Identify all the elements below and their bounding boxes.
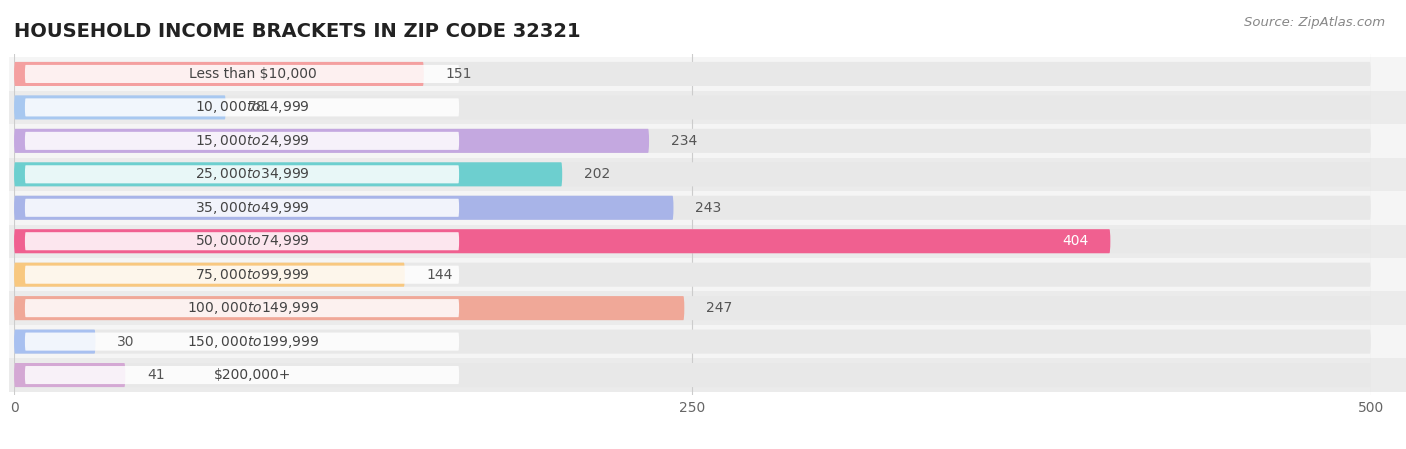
- Text: 202: 202: [583, 167, 610, 181]
- Text: $200,000+: $200,000+: [214, 368, 291, 382]
- FancyBboxPatch shape: [14, 162, 562, 186]
- FancyBboxPatch shape: [25, 199, 460, 217]
- FancyBboxPatch shape: [14, 95, 226, 119]
- FancyBboxPatch shape: [14, 129, 650, 153]
- Text: $10,000 to $14,999: $10,000 to $14,999: [195, 99, 311, 115]
- Text: 404: 404: [1063, 234, 1088, 248]
- Text: $35,000 to $49,999: $35,000 to $49,999: [195, 200, 311, 216]
- FancyBboxPatch shape: [14, 330, 1371, 354]
- Text: $15,000 to $24,999: $15,000 to $24,999: [195, 133, 311, 149]
- Text: 144: 144: [426, 268, 453, 282]
- Text: 243: 243: [695, 201, 721, 215]
- FancyBboxPatch shape: [25, 299, 460, 317]
- Text: 234: 234: [671, 134, 697, 148]
- FancyBboxPatch shape: [14, 363, 125, 387]
- FancyBboxPatch shape: [8, 57, 1406, 91]
- FancyBboxPatch shape: [14, 296, 685, 320]
- FancyBboxPatch shape: [8, 291, 1406, 325]
- FancyBboxPatch shape: [14, 263, 405, 287]
- FancyBboxPatch shape: [8, 358, 1406, 392]
- FancyBboxPatch shape: [14, 296, 1371, 320]
- FancyBboxPatch shape: [8, 91, 1406, 124]
- FancyBboxPatch shape: [14, 62, 1371, 86]
- Text: $100,000 to $149,999: $100,000 to $149,999: [187, 300, 319, 316]
- Text: HOUSEHOLD INCOME BRACKETS IN ZIP CODE 32321: HOUSEHOLD INCOME BRACKETS IN ZIP CODE 32…: [14, 22, 581, 41]
- FancyBboxPatch shape: [14, 196, 673, 220]
- FancyBboxPatch shape: [14, 330, 96, 354]
- FancyBboxPatch shape: [8, 124, 1406, 158]
- FancyBboxPatch shape: [14, 363, 1371, 387]
- Text: 151: 151: [446, 67, 472, 81]
- Text: 30: 30: [117, 335, 135, 348]
- FancyBboxPatch shape: [25, 132, 460, 150]
- FancyBboxPatch shape: [14, 62, 423, 86]
- FancyBboxPatch shape: [8, 191, 1406, 224]
- FancyBboxPatch shape: [14, 196, 1371, 220]
- FancyBboxPatch shape: [8, 224, 1406, 258]
- FancyBboxPatch shape: [25, 366, 460, 384]
- FancyBboxPatch shape: [8, 258, 1406, 291]
- FancyBboxPatch shape: [14, 162, 1371, 186]
- Text: $50,000 to $74,999: $50,000 to $74,999: [195, 233, 311, 249]
- FancyBboxPatch shape: [14, 229, 1371, 253]
- FancyBboxPatch shape: [25, 165, 460, 183]
- FancyBboxPatch shape: [25, 65, 460, 83]
- Text: Less than $10,000: Less than $10,000: [188, 67, 316, 81]
- FancyBboxPatch shape: [8, 158, 1406, 191]
- FancyBboxPatch shape: [25, 232, 460, 250]
- Text: $150,000 to $199,999: $150,000 to $199,999: [187, 334, 319, 350]
- Text: $25,000 to $34,999: $25,000 to $34,999: [195, 166, 311, 182]
- Text: $75,000 to $99,999: $75,000 to $99,999: [195, 267, 311, 283]
- FancyBboxPatch shape: [8, 325, 1406, 358]
- FancyBboxPatch shape: [14, 263, 1371, 287]
- FancyBboxPatch shape: [14, 95, 1371, 119]
- FancyBboxPatch shape: [25, 98, 460, 116]
- FancyBboxPatch shape: [14, 229, 1111, 253]
- FancyBboxPatch shape: [25, 333, 460, 351]
- FancyBboxPatch shape: [25, 266, 460, 284]
- Text: 247: 247: [706, 301, 733, 315]
- Text: 78: 78: [247, 101, 266, 114]
- Text: 41: 41: [148, 368, 165, 382]
- FancyBboxPatch shape: [14, 129, 1371, 153]
- Text: Source: ZipAtlas.com: Source: ZipAtlas.com: [1244, 16, 1385, 29]
